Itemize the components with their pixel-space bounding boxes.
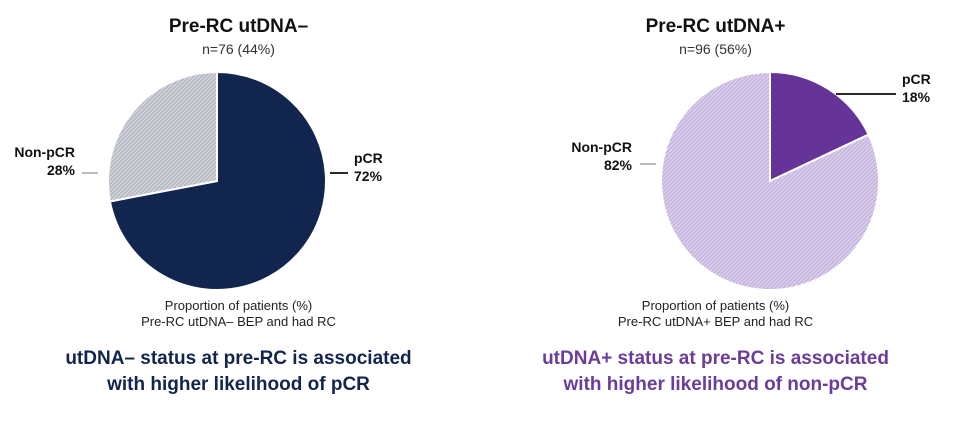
chart-title: Pre-RC utDNA+ <box>645 16 786 37</box>
slice-value-non-pcr: 28% <box>47 162 76 178</box>
pie-chart: pCR 18% Non-pCR 82% <box>571 70 931 291</box>
slice-value-pcr: 18% <box>902 89 931 105</box>
slice-label-pcr: pCR <box>354 150 383 166</box>
chart-subtitle: n=96 (56%) <box>679 41 752 57</box>
slice-value-non-pcr: 82% <box>604 157 633 173</box>
pie-slice-non-pcr <box>107 70 218 203</box>
pie-slice-pcr <box>769 70 870 183</box>
conclusion-line-2: with higher likelihood of non-pCR <box>563 374 868 395</box>
conclusion-line-1: utDNA– status at pre-RC is associated <box>65 348 412 369</box>
caption-line-1: Proportion of patients (%) <box>164 298 313 313</box>
pie-panel-utdna-negative: Pre-RC utDNA– n=76 (44%) pCR 72% Non-pCR 28… <box>0 16 477 398</box>
chart-caption: Proportion of patients (%) Pre-RC utDNA+… <box>477 298 954 330</box>
pie-slice-non-pcr <box>660 70 880 291</box>
chart-title: Pre-RC utDNA– <box>168 16 309 37</box>
pie-chart: pCR 72% Non-pCR 28% <box>14 70 383 291</box>
chart-subtitle: n=76 (44%) <box>202 41 275 57</box>
slice-value-pcr: 72% <box>354 168 383 184</box>
conclusion-text: utDNA+ status at pre-RC is associated wi… <box>477 346 954 398</box>
conclusion-line-2: with higher likelihood of pCR <box>107 374 370 395</box>
slice-label-pcr: pCR <box>902 71 931 87</box>
chart-caption: Proportion of patients (%) Pre-RC utDNA–… <box>0 298 477 330</box>
caption-line-2: Pre-RC utDNA+ BEP and had RC <box>617 314 814 329</box>
conclusion-line-1: utDNA+ status at pre-RC is associated <box>542 348 889 369</box>
slice-label-non-pcr: Non-pCR <box>14 144 75 160</box>
caption-line-1: Proportion of patients (%) <box>641 298 790 313</box>
pie-panel-utdna-positive: Pre-RC utDNA+ n=96 (56%) pCR 18% Non-pCR 82… <box>477 0 954 424</box>
caption-line-2: Pre-RC utDNA– BEP and had RC <box>141 314 336 329</box>
slice-label-non-pcr: Non-pCR <box>571 139 632 155</box>
conclusion-text: utDNA– status at pre-RC is associated wi… <box>0 346 477 398</box>
